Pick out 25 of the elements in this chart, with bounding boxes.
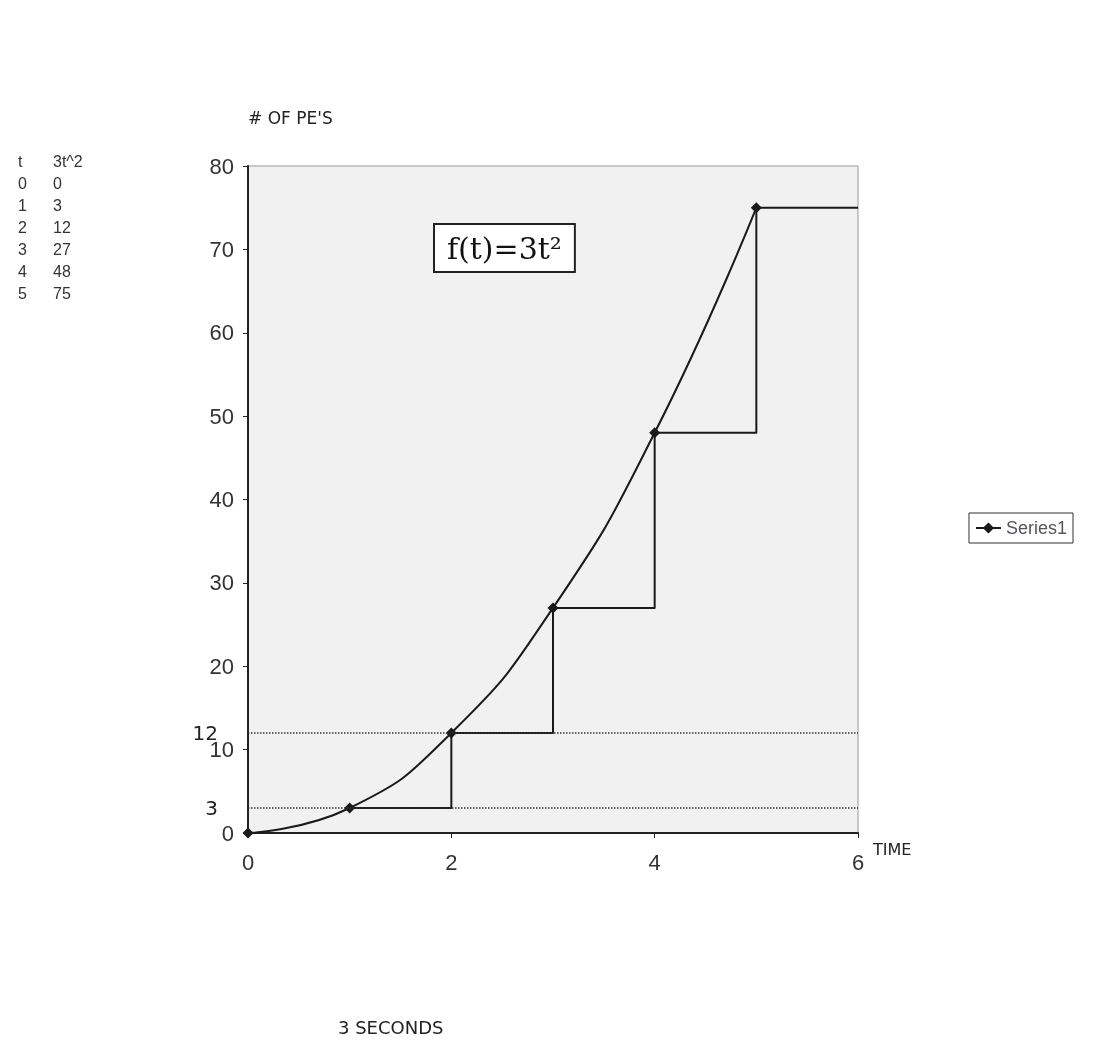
text: t 3t^2 (18, 152, 83, 170)
annotation: f(t)=3t² (447, 230, 562, 266)
y-axis-title: # OF PE'S (248, 107, 333, 128)
y-tick-label: 60 (209, 320, 234, 346)
y-tick-label: 30 (209, 570, 234, 596)
text: 1 3 (18, 196, 62, 214)
text: 0 0 (18, 174, 62, 192)
y-tick-label: 80 (209, 153, 234, 179)
text: 5 75 (18, 284, 71, 302)
text: 2 12 (18, 218, 71, 236)
y-tick-label: 0 (221, 820, 234, 846)
x-axis-title: TIME (872, 839, 912, 859)
y-tick-label: 50 (209, 403, 234, 429)
text: 4 48 (18, 262, 71, 280)
y-tick-label: 70 (209, 236, 234, 262)
x-tick-label: 4 (648, 849, 661, 875)
legend-label: Series1 (1005, 518, 1067, 538)
x-tick-label: 2 (445, 849, 458, 875)
x-tick-label: 6 (851, 849, 865, 875)
text: 3 27 (18, 240, 71, 258)
y-tick-label: 40 (209, 487, 234, 512)
x-tick-label: 0 (241, 849, 255, 875)
ref-line-label: 3 (205, 795, 218, 820)
y-tick-label: 20 (209, 653, 234, 679)
text: 3 SECONDS (338, 1016, 444, 1038)
